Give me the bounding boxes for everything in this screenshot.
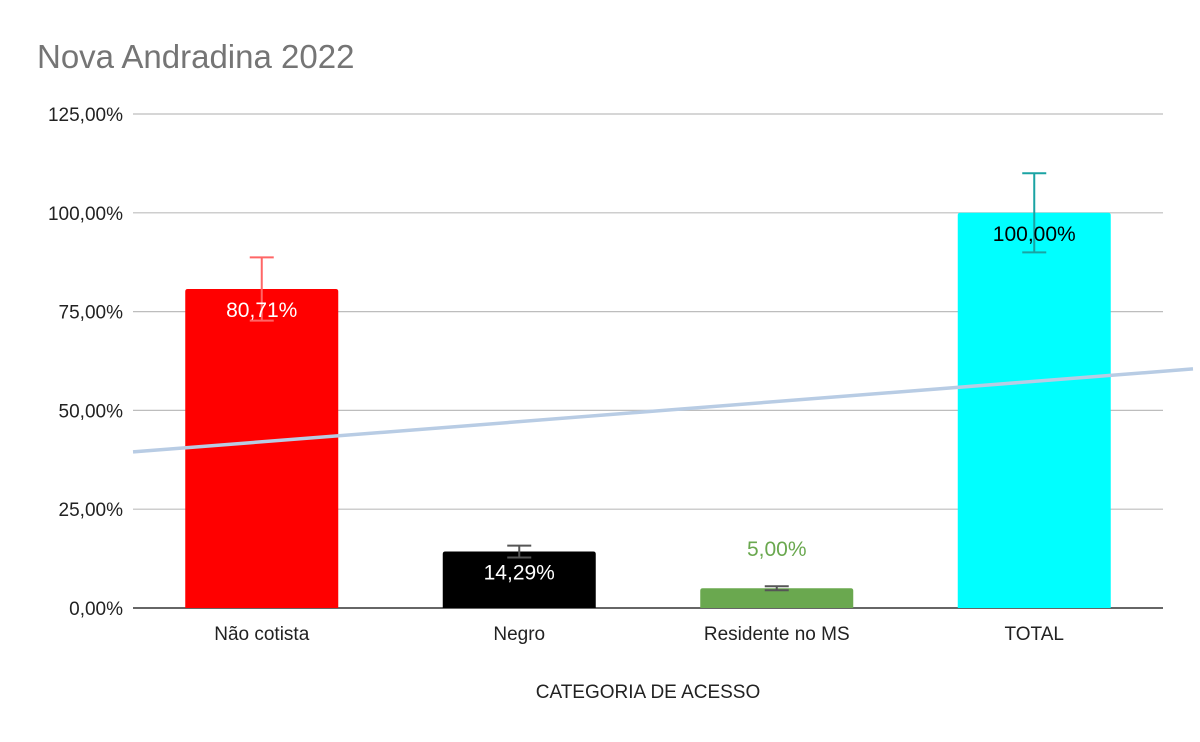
x-category-label: Não cotista	[214, 624, 309, 645]
y-axis-ticks: 0,00% 25,00% 50,00% 75,00% 100,00% 125,00%	[48, 105, 123, 620]
x-category-label: TOTAL	[1005, 624, 1064, 645]
trendline-linear	[132, 367, 1194, 454]
x-axis-categories: Não cotista Negro Residente no MS TOTAL	[214, 624, 1064, 645]
data-label: 100,00%	[993, 223, 1076, 246]
error-bars	[249, 172, 1047, 592]
y-tick-label: 100,00%	[48, 204, 123, 225]
data-labels: 80,71% 14,29% 5,00% 100,00%	[226, 223, 1076, 585]
x-axis-title: CATEGORIA DE ACESSO	[536, 682, 761, 703]
y-tick-label: 50,00%	[59, 401, 124, 422]
y-tick-label: 75,00%	[59, 303, 124, 324]
chart-title: Nova Andradina 2022	[37, 38, 354, 75]
data-label: 80,71%	[226, 299, 297, 322]
error-bar	[249, 256, 274, 322]
bars	[185, 212, 1111, 609]
y-tick-label: 0,00%	[69, 599, 123, 620]
error-bar	[1022, 172, 1047, 254]
bar	[442, 551, 596, 608]
data-label: 5,00%	[747, 538, 807, 561]
bar	[185, 289, 339, 608]
trendline	[132, 367, 1194, 454]
bar	[700, 588, 854, 608]
data-label: 14,29%	[484, 562, 555, 585]
error-bar	[764, 585, 789, 592]
y-tick-label: 25,00%	[59, 500, 124, 521]
x-category-label: Negro	[493, 624, 545, 645]
y-tick-label: 125,00%	[48, 105, 123, 126]
error-bar	[507, 544, 532, 559]
x-category-label: Residente no MS	[704, 624, 850, 645]
bar	[957, 212, 1111, 609]
